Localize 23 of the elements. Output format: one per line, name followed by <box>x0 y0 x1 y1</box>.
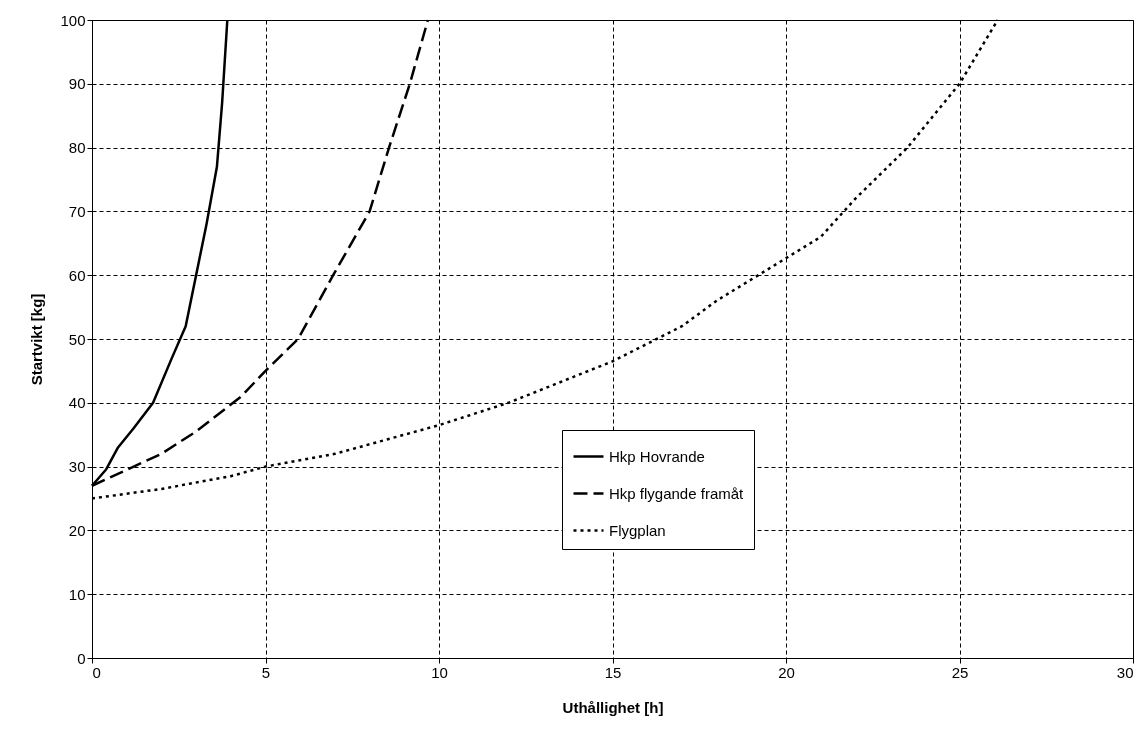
x-tick-label: 5 <box>261 663 271 681</box>
x-tick-label: 25 <box>951 663 969 681</box>
y-tick-label: 10 <box>68 585 86 603</box>
legend-label: Hkp flygande framåt <box>609 484 745 502</box>
x-tick-label: 10 <box>431 663 448 681</box>
x-tick-label: 20 <box>778 663 795 681</box>
x-tick-label: 0 <box>92 663 101 681</box>
legend-label: Flygplan <box>609 521 666 539</box>
y-tick-label: 60 <box>68 266 86 284</box>
y-tick-label: 40 <box>68 394 86 412</box>
x-axis-title: Uthållighet [h] <box>562 698 664 716</box>
y-tick-label: 0 <box>77 649 86 667</box>
y-tick-label: 70 <box>68 202 86 220</box>
y-tick-label: 50 <box>68 330 86 348</box>
x-tick-label: 15 <box>604 663 622 681</box>
y-tick-label: 100 <box>60 11 86 29</box>
y-tick-label: 30 <box>68 458 86 476</box>
x-tick-label: 30 <box>1116 663 1134 681</box>
y-tick-label: 90 <box>68 75 86 93</box>
y-axis-title: Startvikt [kg] <box>28 293 46 386</box>
legend-label: Hkp Hovrande <box>609 447 705 465</box>
y-tick-label: 20 <box>68 521 86 539</box>
y-tick-label: 80 <box>68 139 86 157</box>
